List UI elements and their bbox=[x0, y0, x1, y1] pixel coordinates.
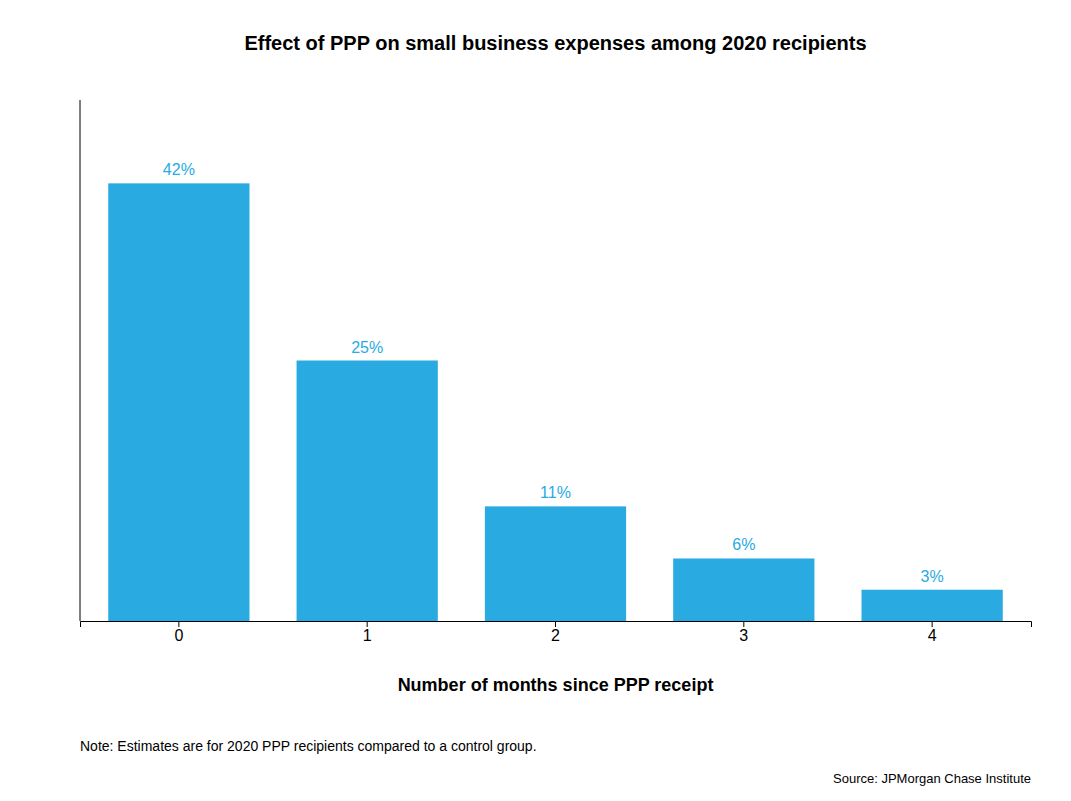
data-label: 6% bbox=[732, 536, 755, 553]
note: Note: Estimates are for 2020 PPP recipie… bbox=[80, 738, 537, 754]
plot: 42% 25% 11% 6% 3% 0 1 2 3 4 bbox=[80, 100, 1032, 644]
x-tick-label: 2 bbox=[551, 627, 560, 644]
y-axis-line bbox=[80, 100, 81, 621]
x-tick-mark bbox=[932, 621, 933, 627]
x-tick: 3 bbox=[739, 621, 748, 644]
bar bbox=[673, 558, 814, 621]
bar bbox=[297, 361, 438, 622]
x-tick-mark bbox=[178, 621, 179, 627]
chart: 42% 25% 11% 6% 3% 0 1 2 3 4 Effect of PPP on small… bbox=[0, 0, 1071, 801]
bar bbox=[108, 183, 249, 621]
bars bbox=[108, 183, 1003, 621]
x-axis-title: Number of months since PPP receipt bbox=[398, 675, 714, 695]
x-tick: 1 bbox=[363, 621, 372, 644]
x-tick: 0 bbox=[174, 621, 183, 644]
x-axis-line bbox=[81, 622, 1032, 628]
x-tick: 4 bbox=[928, 621, 937, 644]
source: Source: JPMorgan Chase Institute bbox=[833, 771, 1031, 786]
x-tick-label: 4 bbox=[928, 627, 937, 644]
data-label: 11% bbox=[540, 484, 571, 501]
x-tick-label: 3 bbox=[739, 627, 748, 644]
x-tick: 2 bbox=[551, 621, 560, 644]
x-tick-label: 1 bbox=[363, 627, 372, 644]
bar bbox=[485, 506, 626, 621]
title: Effect of PPP on small business expenses… bbox=[244, 32, 866, 54]
x-tick-mark bbox=[555, 621, 556, 627]
x-tick-mark bbox=[367, 621, 368, 627]
bar bbox=[862, 590, 1003, 621]
data-label: 25% bbox=[351, 339, 383, 356]
x-axis: 0 1 2 3 4 bbox=[81, 621, 1032, 644]
y-axis bbox=[80, 100, 81, 621]
x-tick-label: 0 bbox=[174, 627, 183, 644]
data-labels: 42% 25% 11% 6% 3% bbox=[163, 161, 944, 584]
data-label: 42% bbox=[163, 161, 195, 178]
data-label: 3% bbox=[921, 568, 944, 585]
x-tick-mark bbox=[743, 621, 744, 627]
